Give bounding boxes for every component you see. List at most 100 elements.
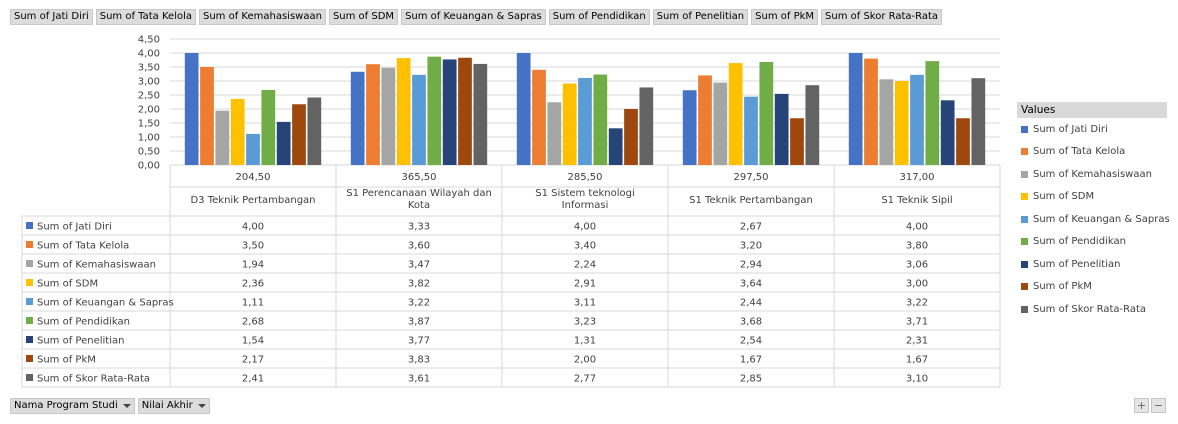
legend-label: Sum of Kemahasiswaan bbox=[1033, 168, 1152, 180]
legend-swatch bbox=[1021, 305, 1028, 313]
table-cell: 3,47 bbox=[408, 260, 430, 271]
bar bbox=[246, 133, 260, 165]
nilai-akhir-label: 317,00 bbox=[900, 172, 935, 183]
table-row-label: Sum of Jati Diri bbox=[37, 222, 112, 233]
bar bbox=[639, 87, 654, 165]
bar bbox=[790, 118, 804, 165]
legend-label: Sum of Keuangan & Sapras bbox=[1033, 213, 1170, 225]
bar bbox=[682, 90, 697, 165]
y-tick-label: 1,50 bbox=[138, 119, 160, 130]
legend-swatch bbox=[1021, 193, 1028, 201]
table-cell: 4,00 bbox=[242, 222, 264, 233]
table-row-label: Sum of Penelitian bbox=[37, 336, 124, 347]
value-field-button[interactable]: Sum of Penelitian bbox=[652, 9, 749, 25]
table-cell: 2,54 bbox=[740, 336, 762, 347]
collapse-button[interactable]: − bbox=[1151, 398, 1166, 413]
legend-entry[interactable]: Sum of Jati Diri bbox=[1017, 118, 1167, 141]
legend-entry[interactable]: Sum of Skor Rata-Rata bbox=[1017, 298, 1167, 321]
legend-entry[interactable]: Sum of PkM bbox=[1017, 276, 1167, 299]
bar bbox=[774, 93, 789, 165]
bar bbox=[956, 118, 970, 165]
value-field-button[interactable]: Sum of Tata Kelola bbox=[95, 9, 196, 25]
table-cell: 3,40 bbox=[574, 241, 596, 252]
value-field-button[interactable]: Sum of PkM bbox=[751, 9, 819, 25]
value-field-button[interactable]: Sum of Skor Rata-Rata bbox=[821, 9, 943, 25]
legend-label: Sum of SDM bbox=[1033, 191, 1095, 203]
bar bbox=[230, 98, 245, 165]
legend-label: Sum of PkM bbox=[1033, 281, 1092, 293]
legend-entry[interactable]: Sum of Kemahasiswaan bbox=[1017, 163, 1167, 186]
table-row-swatch bbox=[26, 336, 33, 343]
table-cell: 2,36 bbox=[242, 279, 264, 290]
table-cell: 3,06 bbox=[906, 260, 928, 271]
table-cell: 2,24 bbox=[574, 260, 596, 271]
table-cell: 3,64 bbox=[740, 279, 762, 290]
bar bbox=[593, 74, 608, 165]
value-field-button[interactable]: Sum of SDM bbox=[328, 9, 399, 25]
nilai-akhir-label: 365,50 bbox=[402, 172, 437, 183]
table-cell: 3,82 bbox=[408, 279, 430, 290]
legend-entry[interactable]: Sum of Penelitian bbox=[1017, 253, 1167, 276]
bar bbox=[971, 78, 986, 165]
bar bbox=[261, 89, 276, 165]
nilai-akhir-label: 204,50 bbox=[236, 172, 271, 183]
bar bbox=[940, 100, 955, 165]
y-tick-label: 0,00 bbox=[138, 161, 160, 172]
category-label: S1 Teknik Sipil bbox=[881, 195, 952, 206]
legend-entry[interactable]: Sum of Tata Kelola bbox=[1017, 141, 1167, 164]
table-row-swatch bbox=[26, 317, 33, 324]
legend-swatch bbox=[1021, 215, 1028, 223]
legend-swatch bbox=[1021, 125, 1028, 133]
table-cell: 3,71 bbox=[906, 317, 928, 328]
table-cell: 2,00 bbox=[574, 355, 596, 366]
table-row-label: Sum of Kemahasiswaan bbox=[37, 260, 156, 271]
bar bbox=[805, 85, 820, 165]
table-row-swatch bbox=[26, 222, 33, 229]
value-field-button[interactable]: Sum of Kemahasiswaan bbox=[199, 9, 326, 25]
legend-swatch bbox=[1021, 170, 1028, 178]
table-cell: 3,10 bbox=[906, 374, 928, 385]
bar bbox=[532, 69, 546, 165]
table-cell: 3,22 bbox=[906, 298, 928, 309]
bar bbox=[562, 83, 577, 165]
y-tick-label: 0,50 bbox=[138, 147, 160, 158]
legend-entry[interactable]: Sum of Pendidikan bbox=[1017, 231, 1167, 254]
table-cell: 3,87 bbox=[408, 317, 430, 328]
table-cell: 2,41 bbox=[242, 374, 264, 385]
table-row-swatch bbox=[26, 355, 33, 362]
table-cell: 2,77 bbox=[574, 374, 596, 385]
table-cell: 1,31 bbox=[574, 336, 596, 347]
table-row-label: Sum of Keuangan & Sapras bbox=[37, 298, 174, 309]
legend-swatch bbox=[1021, 148, 1028, 156]
bar bbox=[759, 61, 774, 165]
y-tick-label: 2,00 bbox=[138, 105, 160, 116]
y-tick-label: 3,50 bbox=[138, 63, 160, 74]
bar bbox=[698, 75, 712, 165]
bar bbox=[473, 63, 488, 165]
expand-button[interactable]: + bbox=[1134, 398, 1149, 413]
y-tick-label: 4,50 bbox=[138, 35, 160, 46]
bar bbox=[350, 71, 365, 165]
bar bbox=[307, 97, 322, 165]
value-field-button[interactable]: Sum of Pendidikan bbox=[548, 9, 650, 25]
table-cell: 2,44 bbox=[740, 298, 762, 309]
category-label: S1 Sistem teknologi Informasi bbox=[535, 188, 635, 211]
table-cell: 3,68 bbox=[740, 317, 762, 328]
value-field-button[interactable]: Sum of Jati Diri bbox=[10, 9, 93, 25]
legend-title: Values bbox=[1017, 102, 1167, 118]
table-row-swatch bbox=[26, 260, 33, 267]
table-row-label: Sum of PkM bbox=[37, 355, 96, 366]
table-row-label: Sum of Skor Rata-Rata bbox=[37, 374, 150, 385]
table-cell: 4,00 bbox=[574, 222, 596, 233]
value-field-button[interactable]: Sum of Keuangan & Sapras bbox=[401, 9, 546, 25]
axis-field-label: Nama Program Studi bbox=[14, 400, 118, 411]
legend-entry[interactable]: Sum of SDM bbox=[1017, 186, 1167, 209]
axis-field-button[interactable]: Nilai Akhir bbox=[137, 398, 210, 414]
table-cell: 2,94 bbox=[740, 260, 762, 271]
bar bbox=[713, 82, 728, 165]
table-cell: 3,80 bbox=[906, 241, 928, 252]
axis-field-button[interactable]: Nama Program Studi bbox=[10, 398, 135, 414]
legend-entry[interactable]: Sum of Keuangan & Sapras bbox=[1017, 208, 1170, 231]
category-label: D3 Teknik Pertambangan bbox=[190, 195, 315, 206]
table-row-swatch bbox=[26, 298, 33, 305]
